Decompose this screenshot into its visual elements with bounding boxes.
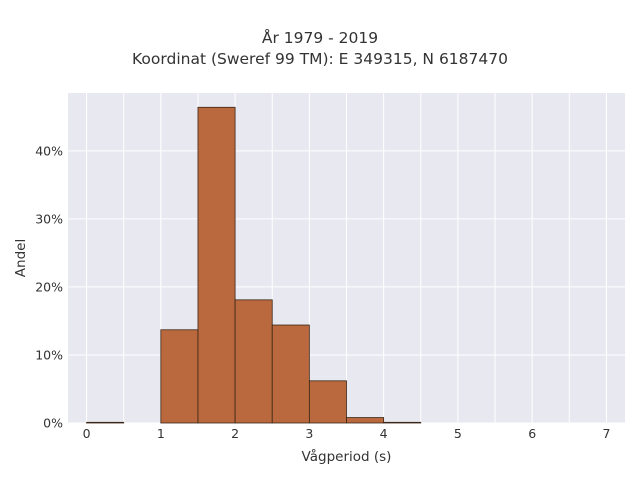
y-axis-ticks: 0% 10% 20% 30% 40% [35, 143, 63, 430]
x-tick-label: 1 [157, 426, 165, 441]
x-tick-label: 2 [231, 426, 239, 441]
y-tick-label: 20% [35, 279, 63, 294]
histogram-bar [197, 106, 236, 424]
y-tick-label: 40% [35, 143, 63, 158]
histogram-bar [86, 421, 125, 424]
histogram-bar [234, 299, 273, 424]
x-axis-label: Vågperiod (s) [302, 448, 392, 465]
chart-title-line2: Koordinat (Sweref 99 TM): E 349315, N 61… [132, 50, 508, 68]
x-axis-ticks: 0 1 2 3 4 5 6 7 [83, 426, 611, 441]
chart-title-line1: År 1979 - 2019 [261, 29, 379, 47]
y-axis-label: Andel [13, 239, 29, 277]
bars [86, 106, 422, 424]
histogram-bar [346, 417, 385, 424]
histogram-bar [308, 380, 347, 424]
x-tick-label: 7 [602, 426, 610, 441]
y-tick-label: 30% [35, 211, 63, 226]
histogram-bar [383, 421, 422, 424]
x-tick-label: 3 [305, 426, 313, 441]
x-tick-label: 4 [380, 426, 388, 441]
x-tick-label: 0 [83, 426, 91, 441]
histogram-bar [271, 324, 310, 424]
y-tick-label: 10% [35, 347, 63, 362]
histogram-bar [160, 329, 199, 424]
y-tick-label: 0% [43, 416, 63, 431]
x-tick-label: 5 [454, 426, 462, 441]
x-tick-label: 6 [528, 426, 536, 441]
